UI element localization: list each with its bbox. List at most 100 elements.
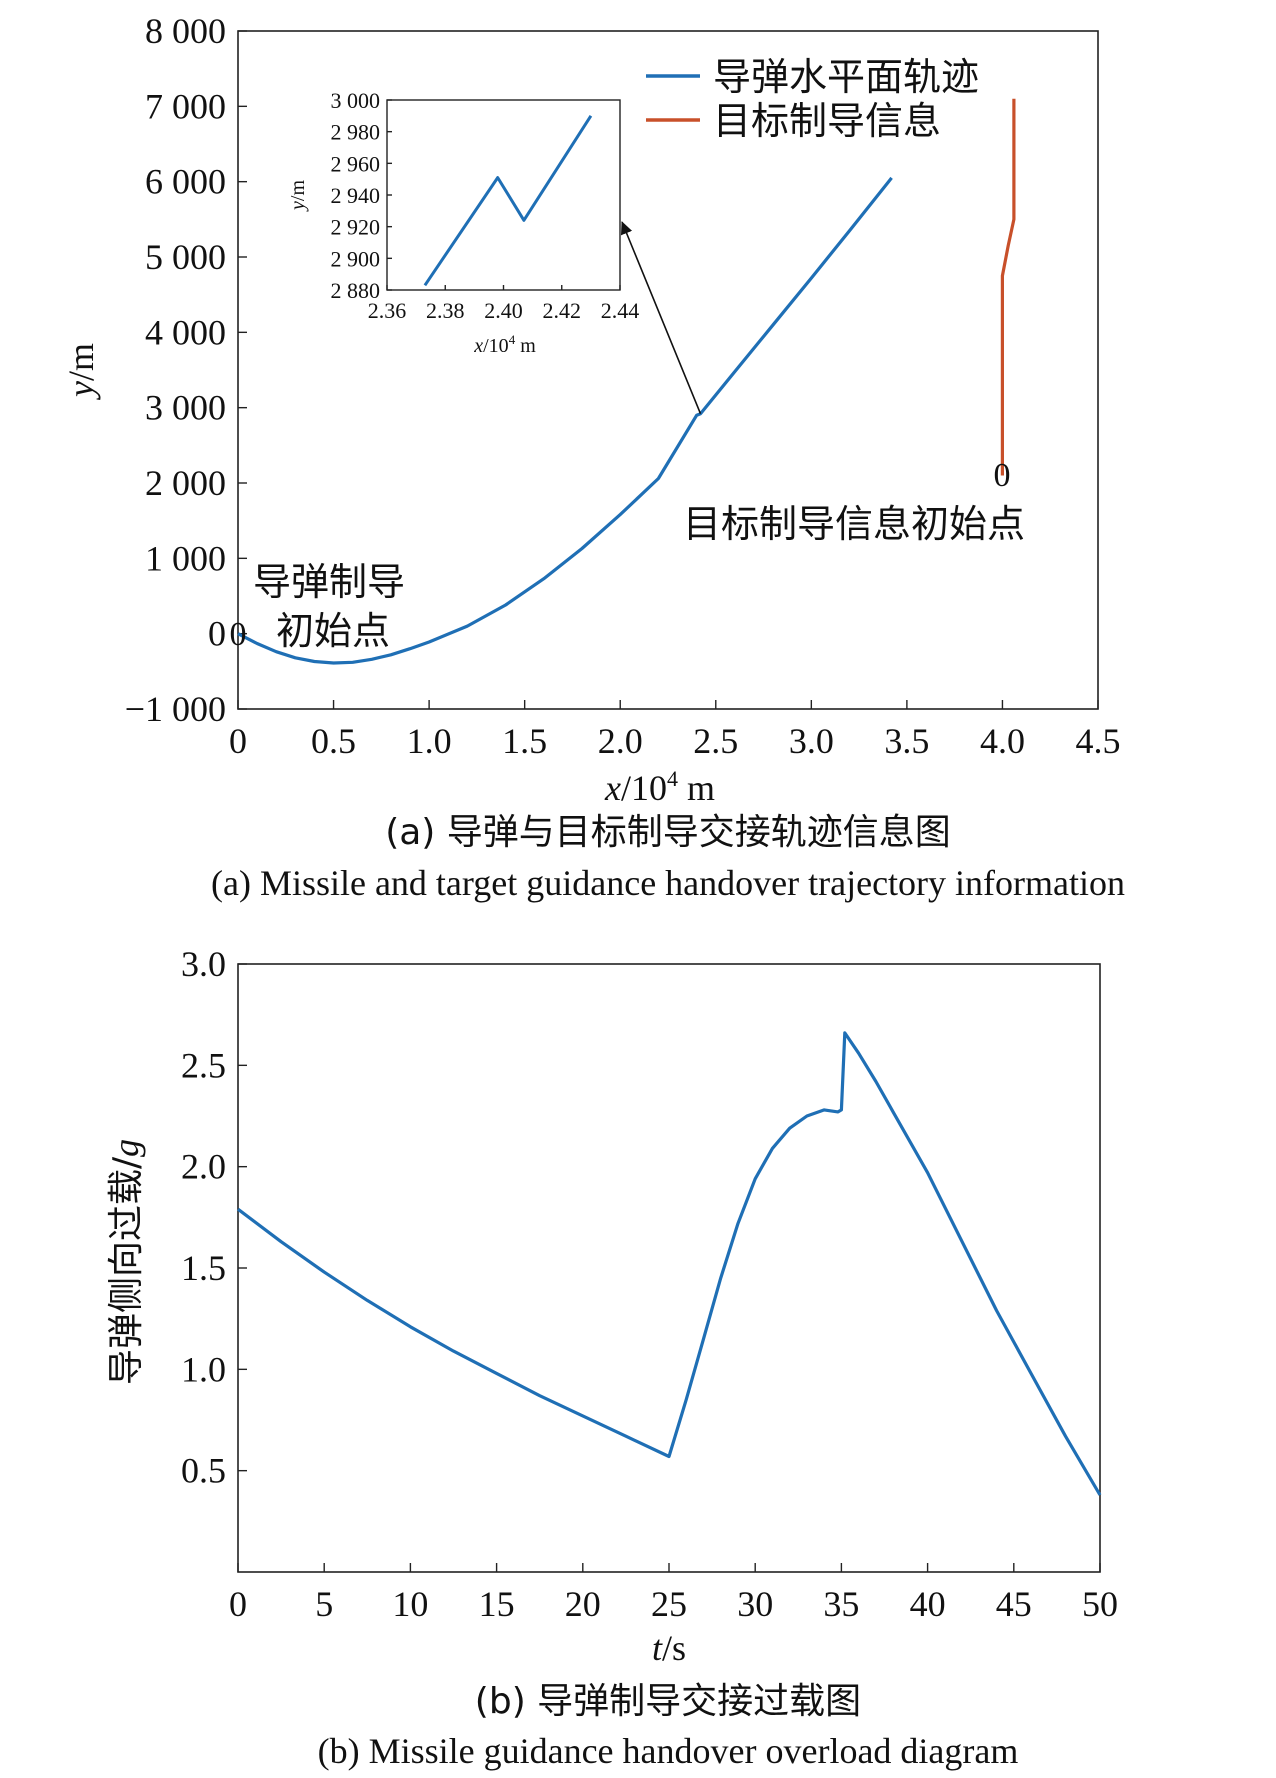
inset-series-line	[423, 114, 593, 287]
chart-b-caption-cn: (b) 导弹制导交接过载图	[475, 1681, 861, 1722]
chart-b-x-tick-label: 35	[823, 1584, 859, 1624]
chart-b-x-ticks: 0 5 10 15 20 25 30 35 40 45 50	[229, 1563, 1118, 1624]
chart-a-x-ticks: 0 0.5 1.0 1.5 2.0 2.5 3.0 3.5 4.0 4.5	[229, 700, 1121, 761]
chart-a-x-tick-label: 0.5	[311, 721, 356, 761]
chart-a-x-tick-label: 4.5	[1076, 721, 1121, 761]
chart-b-x-tick-label: 15	[479, 1584, 515, 1624]
series-target-guidance	[1000, 98, 1016, 476]
annotation-target-start-marker: 0	[994, 457, 1011, 494]
chart-b-x-tick-label: 20	[565, 1584, 601, 1624]
chart-b-x-unit: /s	[662, 1628, 686, 1668]
chart-b-x-tick-label: 0	[229, 1584, 247, 1624]
chart-b-y-tick-label: 3.0	[181, 944, 226, 984]
chart-a-caption-cn: (a) 导弹与目标制导交接轨迹信息图	[385, 812, 951, 853]
chart-a-x-tick-label: 0	[229, 721, 247, 761]
chart-a-y-unit: /m	[61, 343, 101, 381]
inset-x-ticks: 2.36 2.38 2.40 2.42 2.44	[368, 285, 640, 323]
inset-x-tick-label: 2.36	[368, 298, 407, 323]
chart-b-y-text: 导弹侧向过载/	[106, 1156, 147, 1385]
chart-a-y-tick-label: 0	[208, 614, 226, 654]
annotation-target-start: 目标制导信息初始点	[683, 502, 1025, 546]
chart-a-y-tick-label: 8 000	[145, 11, 226, 51]
chart-b-caption-en: (b) Missile guidance handover overload d…	[318, 1731, 1019, 1771]
chart-a-y-tick-label: −1 000	[125, 689, 226, 729]
chart-b-y-axis-title: 导弹侧向过载/g	[106, 1139, 147, 1385]
inset-x-tick-label: 2.38	[426, 298, 465, 323]
inset-pointer-arrow	[620, 221, 702, 414]
inset-x-tick-label: 2.42	[543, 298, 582, 323]
inset-x-tick-label: 2.44	[601, 298, 640, 323]
chart-b-x-tick-label: 10	[392, 1584, 428, 1624]
inset-y-tick-label: 2 920	[331, 215, 381, 240]
chart-a-caption-en: (a) Missile and target guidance handover…	[211, 863, 1125, 903]
chart-a-y-tick-label: 2 000	[145, 463, 226, 503]
inset-y-axis-title: y/m	[287, 180, 309, 212]
inset-y-tick-label: 2 900	[331, 246, 381, 271]
annotation-missile-start-line1: 导弹制导	[253, 560, 405, 604]
chart-b-plot-frame	[237, 963, 1101, 1573]
inset-y-tick-label: 3 000	[331, 88, 381, 113]
chart-b-x-tick-label: 30	[737, 1584, 773, 1624]
chart-a-y-var: y	[61, 381, 101, 400]
chart-a-x-unit: /10	[621, 768, 667, 808]
chart-b-x-tick-label: 40	[910, 1584, 946, 1624]
chart-a-series	[237, 98, 1016, 665]
inset-y-tick-label: 2 960	[331, 151, 381, 176]
chart-a-x-tick-label: 4.0	[980, 721, 1025, 761]
chart-a-plot-frame	[237, 30, 1099, 710]
chart-a-x-tick-label: 3.0	[789, 721, 834, 761]
chart-b-y-tick-label: 1.0	[181, 1349, 226, 1389]
chart-b-x-tick-label: 5	[315, 1584, 333, 1624]
chart-b-series	[237, 1031, 1102, 1496]
inset-y-tick-label: 2 880	[331, 278, 381, 303]
inset-y-ticks: 2 880 2 900 2 920 2 940 2 960 2 980 3 000	[331, 88, 392, 303]
chart-b-y-tick-label: 2.5	[181, 1045, 226, 1085]
legend-label-target-guidance: 目标制导信息	[713, 99, 941, 143]
chart-a-legend: 导弹水平面轨迹 目标制导信息	[646, 55, 979, 143]
chart-a-x-tick-label: 2.5	[693, 721, 738, 761]
chart-a-x-var: x	[604, 768, 621, 808]
inset-y-unit: /m	[287, 180, 309, 202]
inset-x-var: x	[473, 335, 483, 357]
chart-b-x-axis-title: t/s	[652, 1628, 686, 1668]
chart-a-y-tick-label: 4 000	[145, 312, 226, 352]
chart-a-x-tick-label: 1.5	[502, 721, 547, 761]
inset-y-tick-label: 2 940	[331, 183, 381, 208]
inset-x-unit: /10	[483, 335, 509, 357]
inset-x-tick-label: 2.40	[484, 298, 523, 323]
inset-series	[423, 114, 593, 287]
annotation-missile-start-marker: 0	[230, 616, 247, 653]
chart-a-y-axis-title: y/m	[61, 343, 101, 400]
chart-b: 0 5 10 15 20 25 30 35 40 45 50 0.51.01.52.02.53.0 …	[106, 944, 1118, 1771]
legend-label-missile-trajectory: 导弹水平面轨迹	[713, 55, 979, 99]
inset-x-exp: 4	[509, 332, 516, 347]
chart-a-x-exp: 4	[667, 766, 678, 791]
zoom-inset: 2.36 2.38 2.40 2.42 2.44 2 880 2 900 2 920 2 94…	[287, 88, 639, 357]
chart-b-x-tick-label: 25	[651, 1584, 687, 1624]
chart-b-y-ticks: 0.5 1.0 1.5 2.0 2.5 3.0	[181, 944, 247, 1491]
chart-a-y-tick-label: 5 000	[145, 237, 226, 277]
inset-x-axis-title: x/104 m	[473, 332, 536, 357]
chart-b-x-tick-label: 50	[1082, 1584, 1118, 1624]
inset-frame	[386, 99, 621, 291]
chart-a-y-tick-label: 7 000	[145, 86, 226, 126]
inset-x-tail: m	[515, 335, 536, 357]
chart-a-y-tick-label: 3 000	[145, 388, 226, 428]
chart-b-y-tick-label: 1.5	[181, 1248, 226, 1288]
chart-b-x-tick-label: 45	[996, 1584, 1032, 1624]
chart-b-x-var: t	[652, 1628, 663, 1668]
chart-a-y-tick-label: 1 000	[145, 538, 226, 578]
chart-b-y-tick-label: 0.5	[181, 1451, 226, 1491]
chart-a-x-tick-label: 2.0	[598, 721, 643, 761]
chart-a-x-tick-label: 3.5	[884, 721, 929, 761]
inset-y-var: y	[287, 201, 309, 212]
chart-a-x-tail: m	[678, 768, 715, 808]
chart-a-x-axis-title: x/104 m	[604, 766, 715, 808]
chart-a-x-tick-label: 1.0	[407, 721, 452, 761]
series-missile-trajectory	[237, 176, 893, 665]
series-overload	[237, 1031, 1102, 1496]
chart-b-y-tick-label: 2.0	[181, 1147, 226, 1187]
